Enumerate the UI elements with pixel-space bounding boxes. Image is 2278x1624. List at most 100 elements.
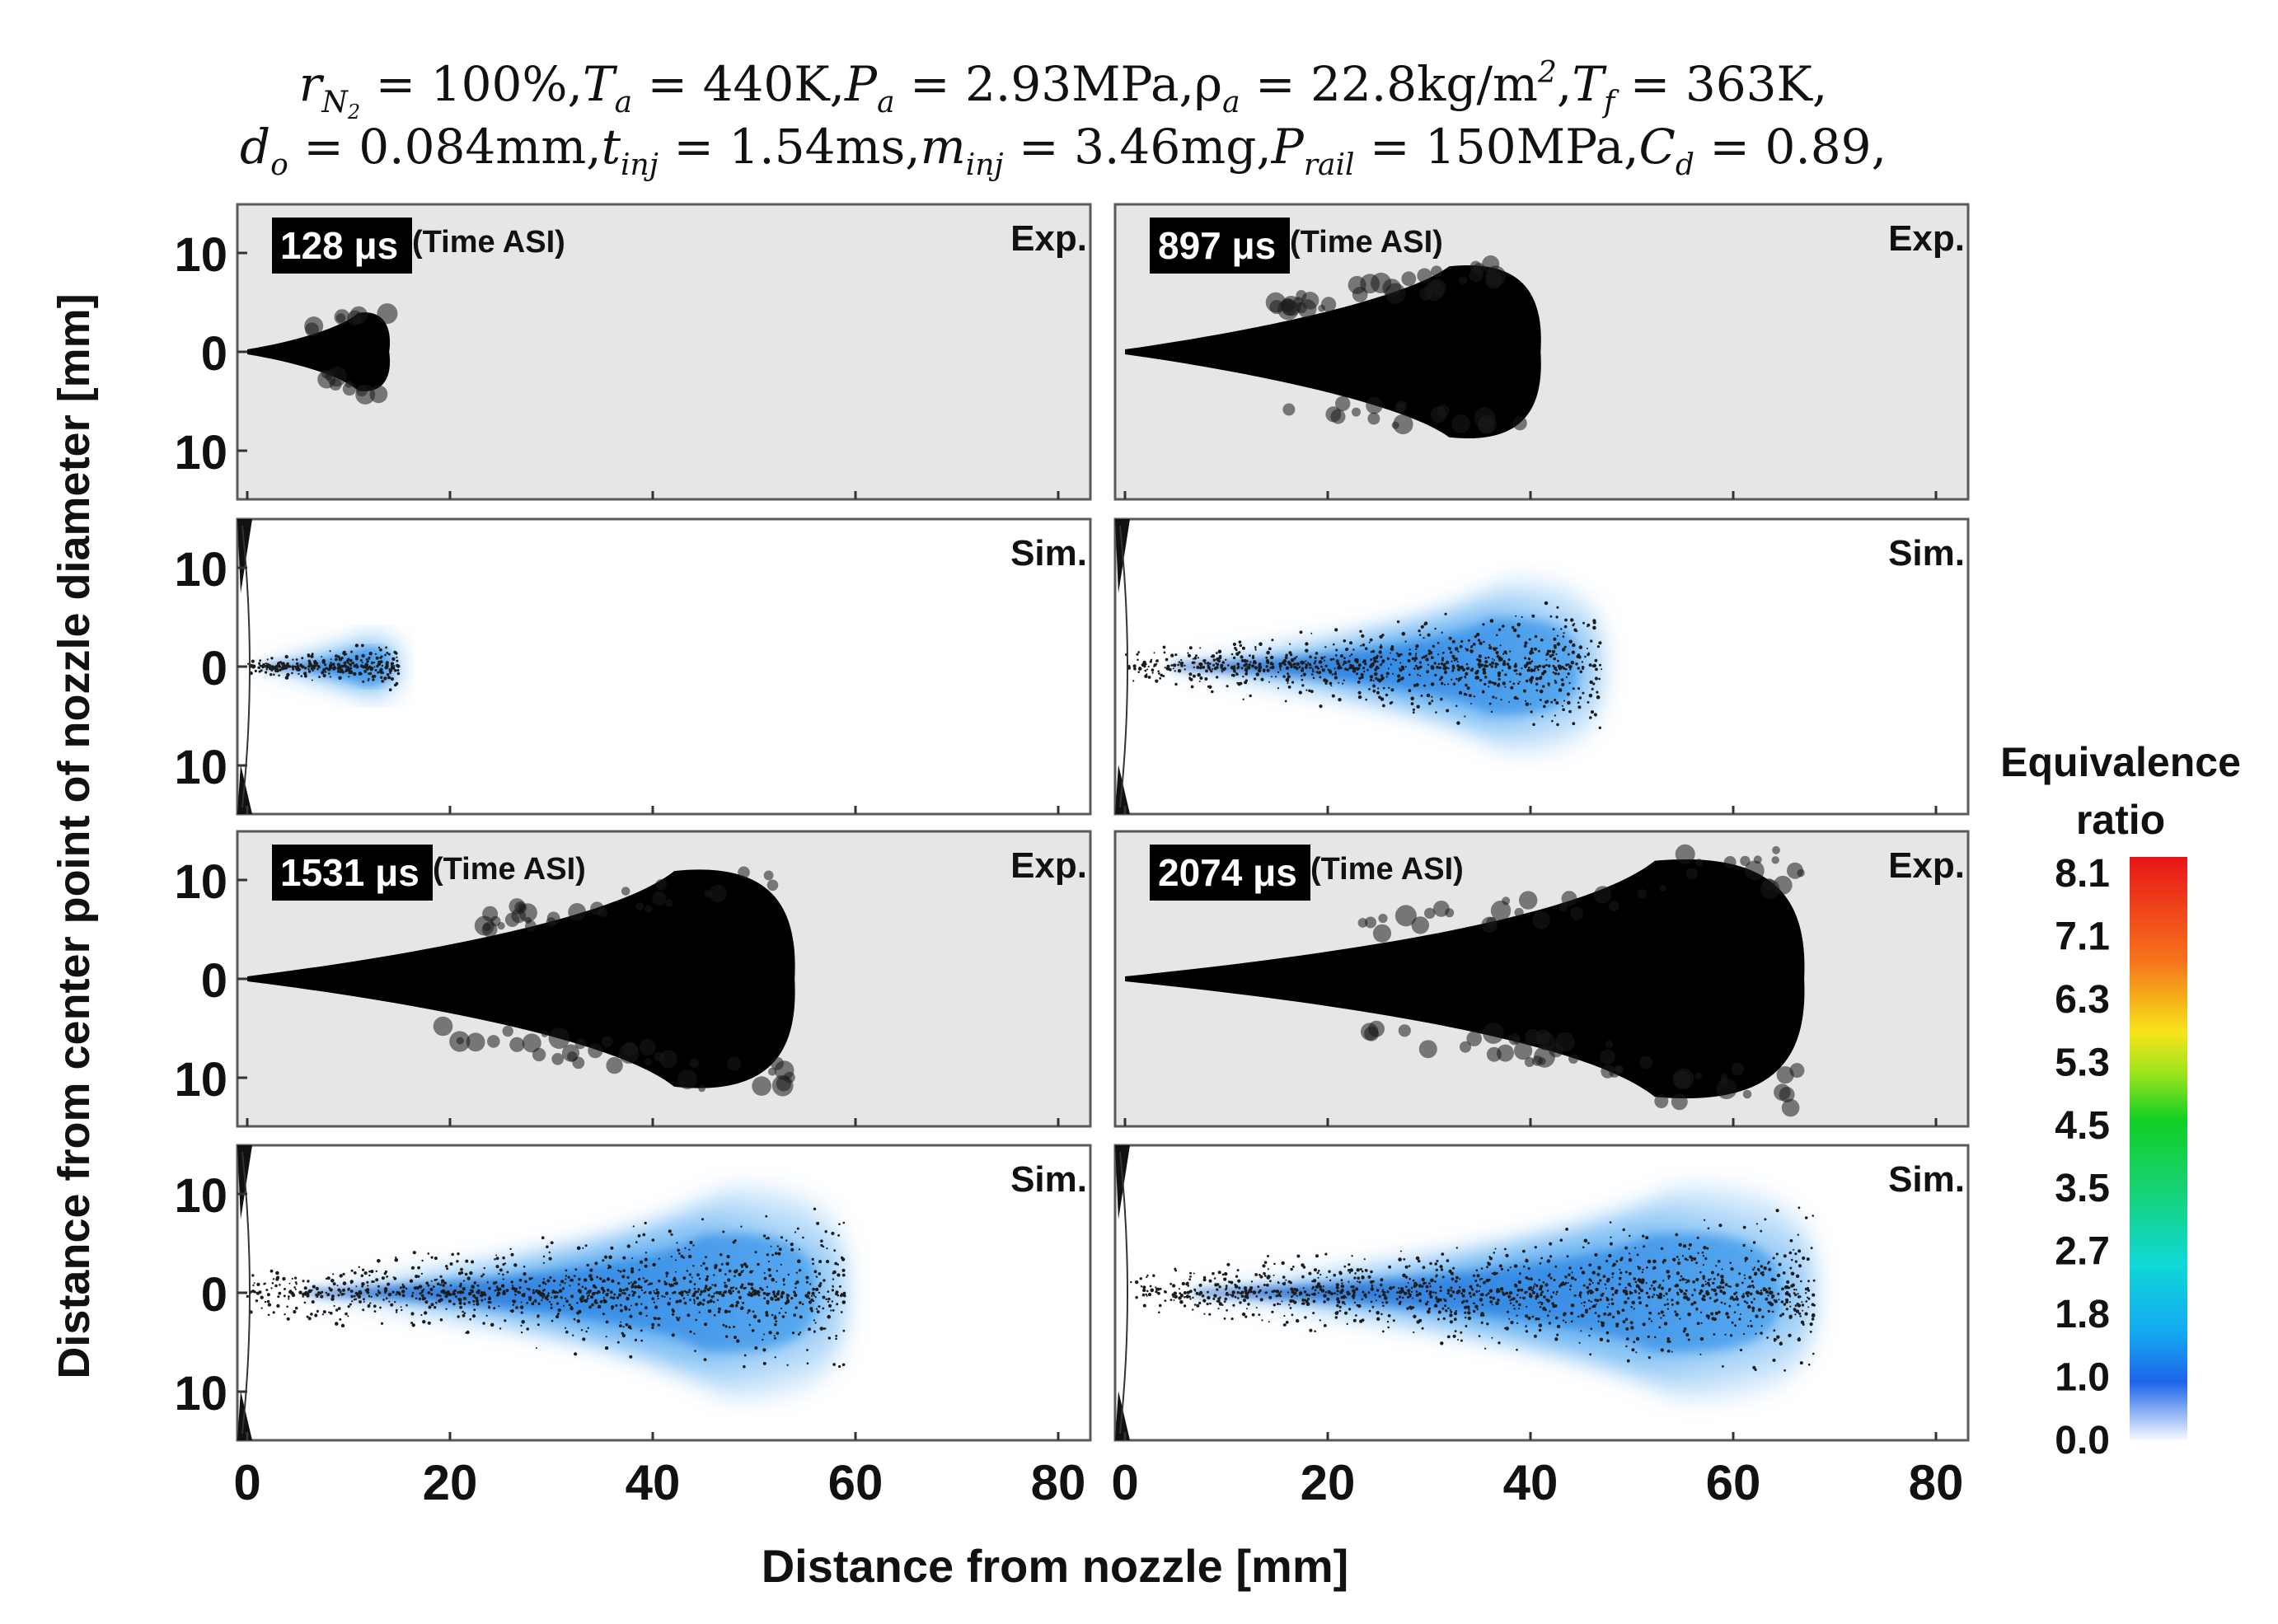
sim-particle	[1702, 1275, 1705, 1278]
spray-edge-blob	[481, 921, 498, 938]
sim-particle	[1450, 1286, 1453, 1289]
sim-particle	[1763, 1266, 1767, 1271]
sim-particle	[498, 1272, 500, 1275]
sim-particle	[1453, 659, 1455, 662]
sim-particle	[1481, 690, 1485, 694]
sim-particle	[1577, 705, 1582, 709]
sim-particle	[1234, 1295, 1237, 1299]
sim-particle	[1137, 671, 1141, 673]
sim-particle	[1793, 1292, 1796, 1294]
sim-particle	[1630, 1326, 1634, 1330]
sim-particle	[1369, 638, 1373, 642]
sim-particle	[619, 1270, 622, 1273]
sim-particle	[1775, 1209, 1779, 1213]
sim-particle	[1198, 1301, 1202, 1305]
sim-particle	[1503, 650, 1507, 654]
spray-edge-blob	[347, 310, 363, 325]
sim-particle	[1708, 1278, 1710, 1281]
sim-particle	[1798, 1312, 1802, 1315]
sim-particle	[1412, 1279, 1415, 1282]
sim-particle	[1642, 1322, 1646, 1327]
sim-particle	[1509, 1266, 1512, 1269]
sim-particle	[1516, 697, 1519, 700]
sim-particle	[1281, 1261, 1285, 1266]
sim-particle	[1164, 667, 1166, 669]
sim-particle	[1652, 1267, 1654, 1270]
sim-particle	[430, 1293, 434, 1296]
sim-particle	[386, 673, 390, 676]
sim-particle	[654, 1317, 657, 1321]
sim-particle	[1204, 662, 1207, 664]
sim-particle	[1242, 698, 1244, 700]
sim-particle	[1789, 1305, 1792, 1308]
sim-particle	[1237, 1297, 1240, 1299]
sim-particle	[1592, 625, 1596, 630]
spray-edge-blob	[621, 887, 630, 896]
sim-particle	[1526, 1305, 1528, 1308]
sim-particle	[395, 1256, 397, 1259]
sim-particle	[1422, 1266, 1426, 1270]
sim-particle	[360, 1274, 364, 1278]
sim-particle	[1739, 1348, 1743, 1352]
sim-particle	[777, 1252, 781, 1256]
sim-particle	[570, 1294, 574, 1299]
sim-particle	[1599, 1298, 1602, 1301]
sim-particle	[838, 1223, 841, 1225]
sim-particle	[1373, 672, 1378, 676]
sim-particle	[816, 1308, 818, 1310]
spray-edge-blob	[738, 866, 750, 879]
spray-edge-blob	[1424, 907, 1436, 920]
sim-particle	[781, 1315, 785, 1318]
sim-particle	[1634, 1247, 1637, 1249]
sim-particle	[1710, 1312, 1714, 1316]
sim-particle	[1587, 653, 1590, 657]
sim-particle	[427, 1321, 431, 1325]
sim-particle	[1188, 646, 1193, 650]
sim-particle	[1443, 670, 1448, 675]
sim-particle	[1263, 1275, 1267, 1277]
sim-particle	[521, 1320, 525, 1324]
sim-particle	[1192, 658, 1194, 660]
sim-particle	[1299, 630, 1303, 634]
sim-particle	[618, 1293, 622, 1297]
sim-particle	[794, 1286, 797, 1289]
sim-particle	[1388, 1265, 1391, 1269]
sim-particle	[370, 1270, 374, 1274]
sim-particle	[1425, 1302, 1428, 1306]
sim-particle	[1268, 647, 1272, 651]
sim-particle	[1522, 1265, 1526, 1268]
sim-particle	[1263, 1284, 1266, 1286]
sim-particle	[812, 1262, 814, 1266]
sim-particle	[837, 1233, 841, 1237]
sim-particle	[471, 1260, 475, 1264]
sim-particle	[1588, 1263, 1592, 1267]
y-tick-label: 10	[174, 426, 227, 480]
sim-particle	[599, 1277, 602, 1280]
sim-particle	[757, 1294, 761, 1297]
sim-particle	[1594, 1252, 1598, 1257]
sim-particle	[1282, 675, 1286, 678]
sim-particle	[301, 657, 304, 660]
sim-particle	[1353, 1276, 1357, 1280]
sim-particle	[1423, 1281, 1426, 1284]
sim-particle	[511, 1285, 514, 1287]
sim-particle	[1810, 1247, 1813, 1250]
sim-particle	[1198, 1293, 1202, 1296]
sim-particle	[559, 1284, 561, 1286]
sim-particle	[532, 1300, 535, 1303]
sim-particle	[1403, 1258, 1406, 1261]
spray-edge-blob	[433, 1016, 453, 1037]
sim-particle	[743, 1354, 747, 1357]
sim-particle	[637, 1295, 641, 1299]
sim-particle	[1798, 1249, 1802, 1253]
sim-particle	[714, 1266, 717, 1270]
sim-particle	[417, 1275, 420, 1278]
sim-particle	[1404, 666, 1407, 668]
sim-particle	[1279, 669, 1282, 672]
sim-particle	[1683, 1295, 1687, 1299]
sim-particle	[1742, 1243, 1746, 1247]
sim-particle	[1325, 1276, 1328, 1279]
sim-particle	[547, 1292, 550, 1294]
sim-particle	[1444, 1304, 1446, 1308]
sim-particle	[1468, 1308, 1470, 1311]
